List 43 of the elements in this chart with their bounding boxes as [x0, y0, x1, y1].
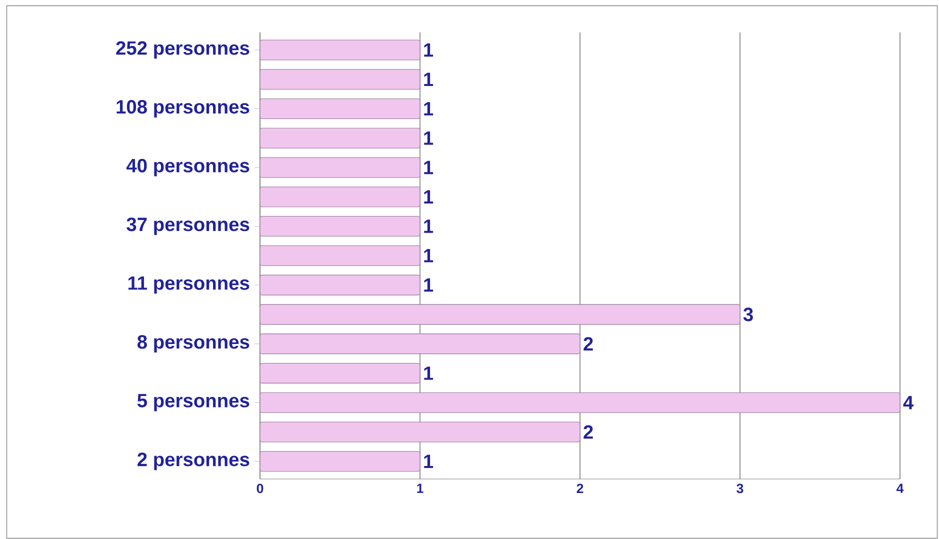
bar [260, 245, 420, 266]
bar [260, 40, 420, 60]
y-tick-label: 108 personnes [116, 100, 250, 118]
y-tick-label: 37 personnes [126, 218, 250, 235]
bar [260, 186, 420, 208]
x-tick-label: 2 [576, 484, 584, 494]
data-label: 1 [424, 102, 434, 116]
x-tick-label: 4 [896, 484, 904, 493]
data-label: 1 [424, 249, 434, 262]
x-tick-label: 3 [736, 484, 744, 494]
y-tick-label: 2 personnes [138, 452, 250, 470]
data-label: 1 [424, 454, 434, 468]
bar [260, 128, 420, 148]
data-label: 1 [424, 43, 434, 57]
data-label: 1 [424, 220, 434, 233]
bar [260, 69, 420, 90]
data-label: 1 [424, 190, 434, 204]
bar [260, 334, 580, 354]
data-label: 1 [424, 278, 434, 292]
bar [260, 392, 900, 413]
bar [260, 422, 580, 442]
bar [260, 362, 420, 384]
y-tick-label: 8 personnes [137, 335, 250, 353]
data-label: 4 [903, 396, 914, 410]
bar [260, 274, 420, 296]
data-label: 1 [424, 366, 434, 380]
bar [260, 216, 420, 237]
y-tick-label: 252 personnes [116, 41, 250, 59]
x-tick-label: 0 [256, 484, 264, 494]
data-label: 2 [584, 337, 593, 351]
y-tick-label: 11 personnes [128, 276, 250, 294]
bar [260, 98, 420, 120]
bar [260, 451, 420, 472]
data-label: 3 [743, 308, 753, 322]
y-tick-label: 40 personnes [126, 158, 250, 176]
data-label: 1 [424, 132, 434, 145]
bar [260, 304, 740, 325]
data-label: 2 [584, 425, 593, 439]
y-tick-label: 5 personnes [137, 394, 250, 412]
bar [260, 157, 420, 178]
data-label: 1 [424, 160, 434, 174]
x-tick-label: 1 [417, 484, 424, 493]
data-label: 1 [424, 72, 434, 86]
